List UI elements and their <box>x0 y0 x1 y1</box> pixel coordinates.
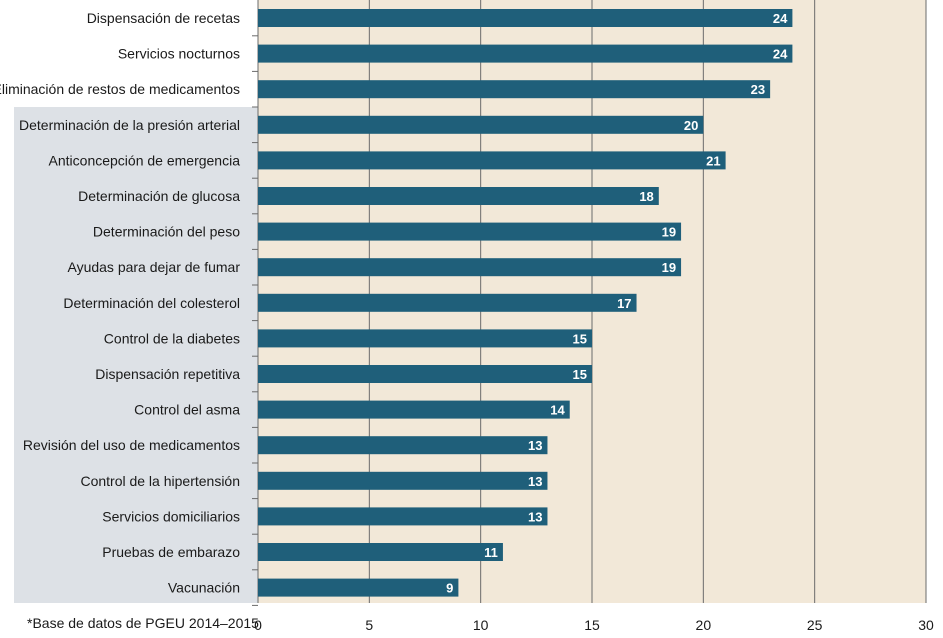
category-label: Ayudas para dejar de fumar <box>67 259 240 275</box>
category-label: Anticoncepción de emergencia <box>49 152 241 168</box>
category-label: Eliminación de restos de medicamentos <box>0 81 240 97</box>
data-label: 13 <box>528 474 542 489</box>
data-label: 21 <box>706 153 720 168</box>
bar <box>258 222 682 241</box>
x-tick-label: 25 <box>807 617 823 633</box>
category-label: Pruebas de embarazo <box>102 544 240 560</box>
category-label: Control de la hipertensión <box>80 473 240 489</box>
category-label: Determinación del peso <box>93 224 240 240</box>
x-tick-label: 10 <box>473 617 489 633</box>
data-label: 20 <box>684 118 698 133</box>
bar <box>258 293 637 312</box>
data-label: 23 <box>751 82 765 97</box>
bar <box>258 187 659 205</box>
bar <box>258 365 592 383</box>
data-label: 19 <box>662 260 676 275</box>
x-tick-label: 5 <box>365 617 373 633</box>
category-label: Dispensación repetitiva <box>95 366 240 382</box>
category-label: Vacunación <box>168 580 240 596</box>
x-tick-label: 0 <box>254 617 262 633</box>
data-label: 19 <box>662 225 676 240</box>
x-axis-ticks: 0 5 10 15 20 25 30 <box>254 617 934 633</box>
data-label: 15 <box>573 367 587 382</box>
category-label: Dispensación de recetas <box>87 10 240 26</box>
data-label: 13 <box>528 509 542 524</box>
bar <box>258 436 548 455</box>
x-tick-label: 20 <box>696 617 712 633</box>
bar <box>258 471 548 490</box>
data-label: 24 <box>773 11 788 26</box>
category-label: Revisión del uso de medicamentos <box>23 437 240 453</box>
bar <box>258 9 793 27</box>
category-label: Control del asma <box>134 402 240 418</box>
bar <box>258 578 459 597</box>
x-tick-label: 30 <box>918 617 934 633</box>
category-label: Determinación del colesterol <box>63 295 240 311</box>
x-tick-label: 15 <box>584 617 600 633</box>
highlight-band <box>14 107 258 603</box>
bar <box>258 44 793 63</box>
data-label: 11 <box>484 545 498 560</box>
data-label: 18 <box>639 189 653 204</box>
data-label: 9 <box>446 581 453 596</box>
data-label: 15 <box>573 331 587 346</box>
bar <box>258 400 570 419</box>
data-label: 24 <box>773 47 788 62</box>
category-label: Determinación de la presión arterial <box>19 117 240 133</box>
bar <box>258 507 548 526</box>
data-label: 14 <box>550 403 565 418</box>
bar <box>258 151 726 170</box>
data-label: 17 <box>617 296 631 311</box>
bar <box>258 543 503 561</box>
category-labels: Dispensación de recetas Servicios nocturn… <box>0 10 240 596</box>
bar <box>258 258 682 277</box>
data-label: 13 <box>528 438 542 453</box>
bar <box>258 80 771 99</box>
bar <box>258 329 592 348</box>
footnote: *Base de datos de PGEU 2014–2015 <box>27 615 259 631</box>
bar <box>258 115 704 134</box>
category-label: Control de la diabetes <box>104 330 240 346</box>
category-label: Servicios nocturnos <box>118 46 240 62</box>
category-label: Servicios domiciliarios <box>102 508 240 524</box>
category-label: Determinación de glucosa <box>78 188 240 204</box>
bars: 24 24 23 20 21 18 19 19 17 15 15 14 13 13 13 11 9 <box>252 9 793 606</box>
